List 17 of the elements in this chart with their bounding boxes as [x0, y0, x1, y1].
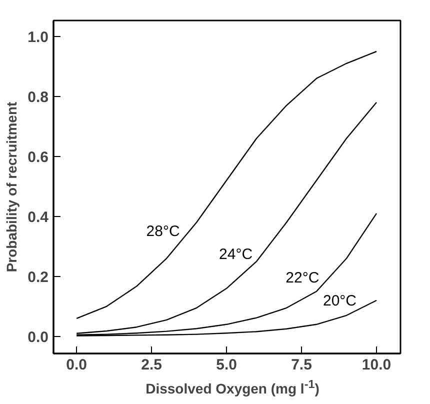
- series-label: 20°C: [322, 292, 357, 310]
- x-axis-title: Dissolved Oxygen (mg l$^{-1}$): [146, 377, 320, 399]
- x-tick-label: 2.5: [141, 356, 162, 374]
- series-label: 28°C: [146, 223, 180, 240]
- y-tick-label: 0.0: [28, 328, 49, 346]
- x-tick-label: 10.0: [362, 356, 392, 374]
- y-tick-label: 0.8: [28, 88, 49, 106]
- y-axis-title: Probability of recruitment: [4, 101, 20, 272]
- series-label: 24°C: [219, 246, 253, 264]
- y-tick-label: 0.4: [28, 208, 50, 226]
- series-label: 22°C: [286, 269, 320, 286]
- y-tick-label: 0.6: [28, 148, 49, 166]
- x-tick-label: 0.0: [66, 356, 88, 374]
- x-tick-label: 5.0: [216, 356, 237, 374]
- x-tick-label: 7.5: [291, 356, 312, 374]
- y-tick-label: 1.0: [28, 28, 49, 46]
- y-tick-label: 0.2: [28, 268, 49, 286]
